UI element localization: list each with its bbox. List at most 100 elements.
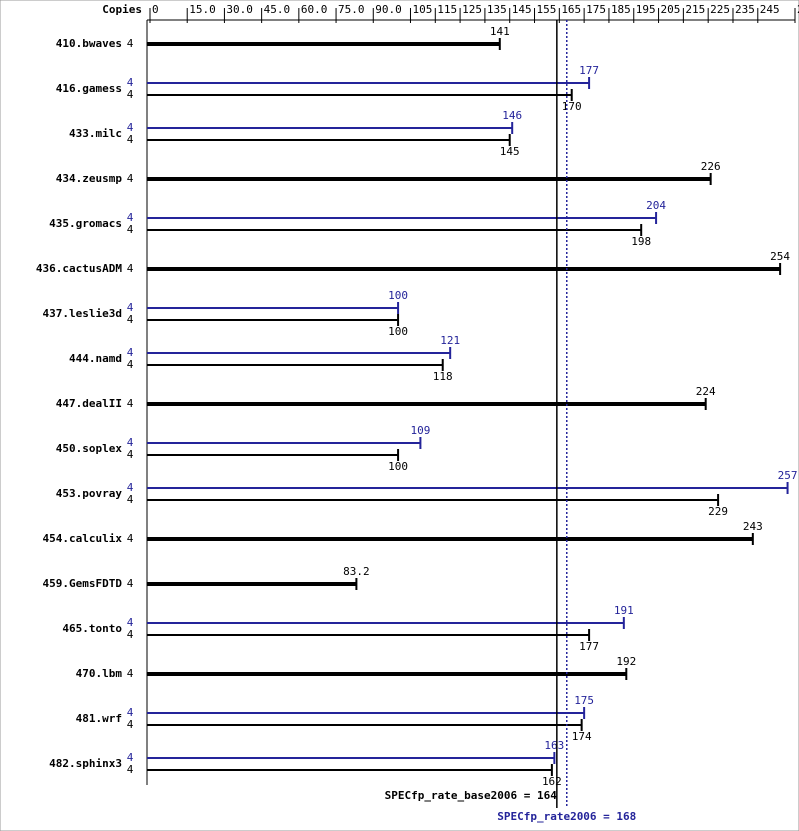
x-tick-label: 155 <box>537 3 557 16</box>
copies-label: 4 <box>127 301 134 314</box>
x-tick-label: 175 <box>586 3 606 16</box>
value-label: 254 <box>770 250 790 263</box>
value-label: 170 <box>562 100 582 113</box>
x-tick-label: 75.0 <box>338 3 365 16</box>
category-label: 454.calculix <box>43 532 123 545</box>
x-tick-label: 225 <box>710 3 730 16</box>
value-label: 204 <box>646 199 666 212</box>
copies-label: 4 <box>127 211 134 224</box>
copies-label: 4 <box>127 37 134 50</box>
value-label: 177 <box>579 640 599 653</box>
copies-label: 4 <box>127 262 134 275</box>
reference-label: SPECfp_rate_base2006 = 164 <box>385 789 558 802</box>
value-label: 121 <box>440 334 460 347</box>
category-label: 437.leslie3d <box>43 307 122 320</box>
x-tick-label: 185 <box>611 3 631 16</box>
copies-label: 4 <box>127 76 134 89</box>
x-tick-label: 105 <box>412 3 432 16</box>
category-label: 435.gromacs <box>49 217 122 230</box>
value-label: 162 <box>542 775 562 788</box>
copies-label: 4 <box>127 172 134 185</box>
reference-label: SPECfp_rate2006 = 168 <box>497 810 636 823</box>
copies-label: 4 <box>127 718 134 731</box>
x-tick-label: 235 <box>735 3 755 16</box>
copies-label: 4 <box>127 397 134 410</box>
value-label: 83.2 <box>343 565 370 578</box>
copies-label: 4 <box>127 448 134 461</box>
value-label: 174 <box>572 730 592 743</box>
copies-label: 4 <box>127 763 134 776</box>
x-tick-label: 245 <box>760 3 780 16</box>
category-label: 444.namd <box>69 352 122 365</box>
category-label: 410.bwaves <box>56 37 122 50</box>
copies-label: 4 <box>127 577 134 590</box>
category-label: 482.sphinx3 <box>49 757 122 770</box>
copies-label: 4 <box>127 493 134 506</box>
category-label: 436.cactusADM <box>36 262 122 275</box>
value-label: 192 <box>616 655 636 668</box>
copies-label: 4 <box>127 616 134 629</box>
x-tick-label: 90.0 <box>375 3 402 16</box>
copies-label: 4 <box>127 667 134 680</box>
value-label: 177 <box>579 64 599 77</box>
copies-label: 4 <box>127 628 134 641</box>
copies-label: 4 <box>127 346 134 359</box>
x-tick-label: 60.0 <box>301 3 328 16</box>
x-tick-label: 125 <box>462 3 482 16</box>
value-label: 141 <box>490 25 510 38</box>
category-label: 434.zeusmp <box>56 172 123 185</box>
copies-label: 4 <box>127 223 134 236</box>
category-label: 465.tonto <box>62 622 122 635</box>
value-label: 100 <box>388 460 408 473</box>
value-label: 191 <box>614 604 634 617</box>
category-label: 470.lbm <box>76 667 123 680</box>
value-label: 198 <box>631 235 651 248</box>
x-tick-label: 165 <box>561 3 581 16</box>
value-label: 224 <box>696 385 716 398</box>
copies-label: 4 <box>127 706 134 719</box>
value-label: 100 <box>388 325 408 338</box>
value-label: 146 <box>502 109 522 122</box>
x-tick-label: 195 <box>636 3 656 16</box>
x-tick-label: 15.0 <box>189 3 216 16</box>
x-tick-label: 135 <box>487 3 507 16</box>
x-tick-label: 205 <box>661 3 681 16</box>
category-label: 481.wrf <box>76 712 122 725</box>
category-label: 416.gamess <box>56 82 122 95</box>
x-tick-label: 45.0 <box>264 3 291 16</box>
copies-label: 4 <box>127 532 134 545</box>
copies-header: Copies <box>102 3 142 16</box>
value-label: 109 <box>410 424 430 437</box>
x-tick-label: 215 <box>685 3 705 16</box>
copies-label: 4 <box>127 121 134 134</box>
x-tick-label: 115 <box>437 3 457 16</box>
value-label: 163 <box>544 739 564 752</box>
category-label: 459.GemsFDTD <box>43 577 123 590</box>
copies-label: 4 <box>127 313 134 326</box>
value-label: 145 <box>500 145 520 158</box>
x-tick-label: 260 <box>797 3 799 16</box>
copies-label: 4 <box>127 358 134 371</box>
copies-label: 4 <box>127 88 134 101</box>
category-label: 447.dealII <box>56 397 122 410</box>
category-label: 453.povray <box>56 487 123 500</box>
copies-label: 4 <box>127 751 134 764</box>
value-label: 118 <box>433 370 453 383</box>
copies-label: 4 <box>127 436 134 449</box>
copies-label: 4 <box>127 481 134 494</box>
value-label: 226 <box>701 160 721 173</box>
x-tick-label: 30.0 <box>226 3 253 16</box>
value-label: 229 <box>708 505 728 518</box>
value-label: 243 <box>743 520 763 533</box>
category-label: 433.milc <box>69 127 122 140</box>
copies-label: 4 <box>127 133 134 146</box>
value-label: 100 <box>388 289 408 302</box>
x-tick-label: 145 <box>512 3 532 16</box>
value-label: 257 <box>778 469 798 482</box>
category-label: 450.soplex <box>56 442 123 455</box>
x-tick-label: 0 <box>152 3 159 16</box>
value-label: 175 <box>574 694 594 707</box>
